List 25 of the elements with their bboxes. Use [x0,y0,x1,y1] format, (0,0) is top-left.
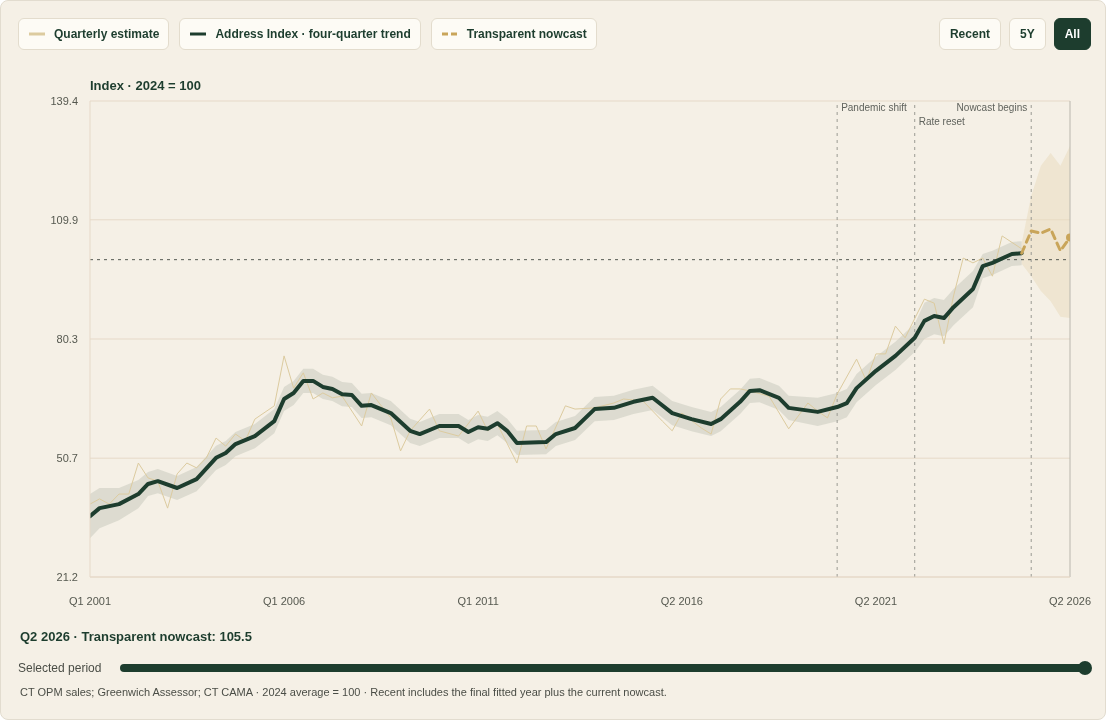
x-tick-label: Q1 2006 [262,594,306,607]
line-series [1020,227,1070,255]
y-tick-label: 21.2 [56,570,78,583]
button: All [1053,18,1091,50]
ref-line-label: Rate reset [918,116,966,127]
y-tick-label: 50.7 [56,452,78,465]
x-tick-label: Q2 2026 [1048,594,1092,607]
y-tick-label: 109.9 [50,213,78,226]
x-tick-label: Q2 2021 [854,594,898,607]
text: CT OPM sales; Greenwich Assessor; CT CAMA · 2024 average = 100 · Recent includes the final fitted year plus the current nowcast. [20,686,667,698]
text: Selected period [18,661,102,675]
y-tick-label: 80.3 [56,332,78,345]
button: 5Y [1008,18,1046,50]
y-tick-label: 139.4 [50,94,78,107]
legend-label: Quarterly estimate [18,18,170,50]
x-tick-label: Q1 2001 [68,594,112,607]
x-tick-label: Q1 2011 [457,594,499,607]
button: Recent [938,18,1001,50]
y-axis-title: Index · 2024 = 100 [90,78,201,93]
ref-line-label: Pandemic shift [841,102,907,113]
legend-label: Address Index · four-quarter trend [179,18,421,50]
legend-label: Transparent nowcast [430,18,597,50]
x-tick-label: Q2 2016 [660,594,703,607]
ref-line-label: Nowcast begins [956,102,1028,113]
text: Q2 2026 · Transparent nowcast: 105.5 [20,629,252,644]
